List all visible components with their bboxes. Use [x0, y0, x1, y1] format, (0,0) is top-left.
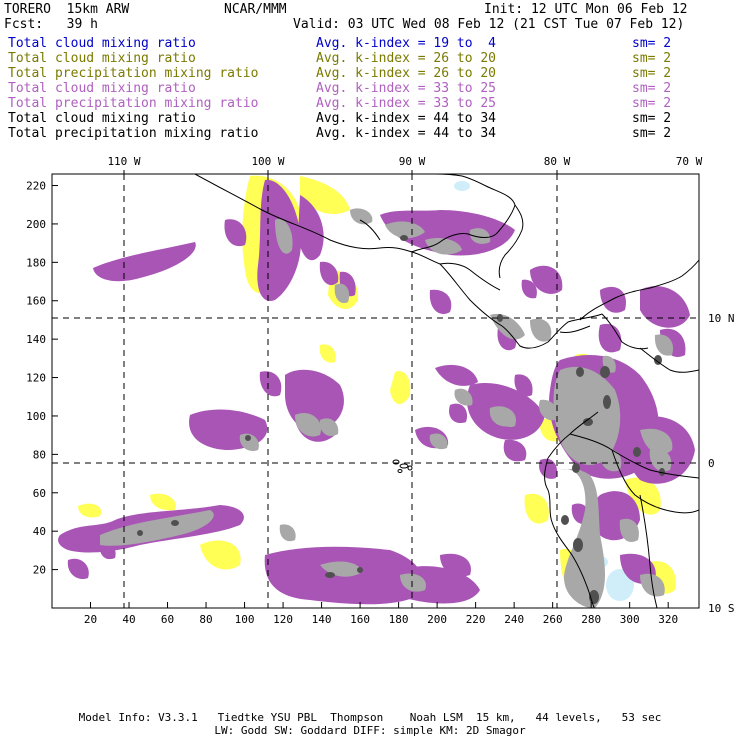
y-tick-label: 220 [26, 180, 46, 193]
x-tick-label: 280 [581, 613, 601, 626]
y-tick-label: 80 [33, 448, 46, 461]
longitude-label: 90 W [399, 155, 426, 168]
legend-field: Total cloud mixing ratio [8, 36, 196, 51]
physics-info: LW: Godd SW: Goddard DIFF: simple KM: 2D… [214, 724, 526, 737]
valid-time: Valid: 03 UTC Wed 08 Feb 12 (21 CST Tue … [293, 17, 685, 32]
legend-kindex: Avg. k-index = 26 to 20 [316, 66, 497, 81]
plot-frame [51, 173, 700, 609]
y-tick-label: 40 [33, 525, 46, 538]
legend-row: Total cloud mixing ratio Avg. k-index = 1… [0, 36, 740, 51]
longitude-label: 110 W [107, 155, 140, 168]
legend-row: Total cloud mixing ratio Avg. k-index = 3… [0, 81, 740, 96]
legend-smoothing: sm= 2 [632, 126, 672, 141]
lat-lon-grid [52, 174, 699, 608]
legend-smoothing: sm= 2 [632, 111, 672, 126]
legend-kindex: Avg. k-index = 44 to 34 [316, 111, 497, 126]
legend-smoothing: sm= 2 [632, 81, 672, 96]
y-tick-label: 140 [26, 333, 46, 346]
x-tick-label: 20 [84, 613, 97, 626]
y-tick-label: 180 [26, 256, 46, 269]
geo-labels: 110 W 100 W 90 W 80 W 70 W 10 N 0 10 S [107, 155, 734, 615]
latitude-label: 10 S [708, 602, 735, 615]
legend-smoothing: sm= 2 [632, 51, 672, 66]
x-tick-label: 120 [273, 613, 293, 626]
legend-field: Total precipitation mixing ratio [8, 66, 259, 81]
legend-field: Total precipitation mixing ratio [8, 126, 259, 141]
dark-precip-cores [137, 235, 665, 604]
x-tick-label: 100 [235, 613, 255, 626]
x-tick-label: 300 [620, 613, 640, 626]
x-tick-label: 80 [199, 613, 212, 626]
legend-smoothing: sm= 2 [632, 96, 672, 111]
x-tick-label: 220 [466, 613, 486, 626]
axis-ticks [52, 170, 669, 608]
y-tick-label: 200 [26, 218, 46, 231]
legend-kindex: Avg. k-index = 33 to 25 [316, 96, 497, 111]
legend-kindex: Avg. k-index = 26 to 20 [316, 51, 497, 66]
legend-row: Total precipitation mixing ratio Avg. k-i… [0, 126, 740, 141]
latitude-label: 0 [708, 457, 715, 470]
x-tick-label: 200 [427, 613, 447, 626]
galapagos-islands [392, 459, 413, 473]
legend-row: Total cloud mixing ratio Avg. k-index = 4… [0, 111, 740, 126]
longitude-label: 70 W [676, 155, 703, 168]
axis-tick-labels: 20 40 60 80 100 120 140 160 180 200 220 240 260 280 30… [26, 180, 678, 626]
legend-smoothing: sm= 2 [632, 66, 672, 81]
x-tick-label: 40 [122, 613, 135, 626]
y-tick-label: 20 [33, 564, 46, 577]
y-tick-label: 120 [26, 372, 46, 385]
x-tick-label: 60 [161, 613, 174, 626]
weather-map: 20 40 60 80 100 120 140 160 180 200 220 240 260 280 30… [26, 155, 734, 626]
y-tick-label: 160 [26, 295, 46, 308]
latitude-label: 10 N [708, 312, 735, 325]
init-time: Init: 12 UTC Mon 06 Feb 12 [484, 2, 688, 17]
cloud-fields [58, 174, 699, 608]
longitude-label: 80 W [544, 155, 571, 168]
legend-field: Total precipitation mixing ratio [8, 96, 259, 111]
legend-kindex: Avg. k-index = 44 to 34 [316, 126, 497, 141]
legend-row: Total precipitation mixing ratio Avg. k-i… [0, 96, 740, 111]
x-tick-label: 260 [543, 613, 563, 626]
x-tick-label: 240 [504, 613, 524, 626]
forecast-hour: Fcst: 39 h [4, 17, 98, 32]
legend-field: Total cloud mixing ratio [8, 81, 196, 96]
x-tick-label: 320 [658, 613, 678, 626]
organization-label: NCAR/MMM [224, 2, 287, 17]
legend-field: Total cloud mixing ratio [8, 51, 196, 66]
legend-row: Total precipitation mixing ratio Avg. k-i… [0, 66, 740, 81]
legend-field: Total cloud mixing ratio [8, 111, 196, 126]
x-tick-label: 180 [389, 613, 409, 626]
model-title: TORERO 15km ARW [4, 2, 130, 17]
y-tick-label: 100 [26, 410, 46, 423]
legend-row: Total cloud mixing ratio Avg. k-index = 2… [0, 51, 740, 66]
model-info: Model Info: V3.3.1 Tiedtke YSU PBL Thomp… [78, 711, 662, 724]
y-tick-label: 60 [33, 487, 46, 500]
x-tick-label: 160 [350, 613, 370, 626]
legend-smoothing: sm= 2 [632, 36, 672, 51]
gray-precip-areas [100, 208, 674, 608]
legend-kindex: Avg. k-index = 19 to 4 [316, 36, 497, 51]
coastlines [194, 174, 699, 608]
legend-kindex: Avg. k-index = 33 to 25 [316, 81, 497, 96]
longitude-label: 100 W [251, 155, 284, 168]
x-tick-label: 140 [312, 613, 332, 626]
